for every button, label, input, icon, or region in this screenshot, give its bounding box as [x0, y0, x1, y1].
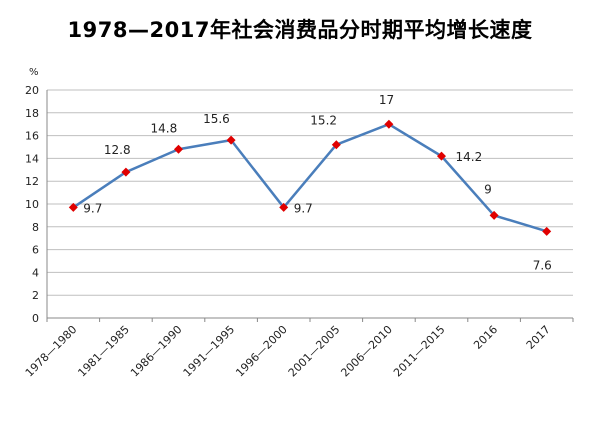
series-line-layer — [72, 122, 548, 233]
x-tick-labels: 1978—19801981—19851986—19901991—19951996… — [23, 323, 553, 380]
x-tick-label: 2017 — [524, 323, 553, 352]
y-tick-label-16: 16 — [25, 130, 39, 143]
y-tick-label-0: 0 — [32, 312, 39, 325]
x-tick-label: 1991—1995 — [181, 323, 238, 380]
data-point-marker — [489, 210, 499, 220]
x-tick-label: 1981—1985 — [75, 323, 132, 380]
data-label: 12.8 — [104, 143, 131, 157]
data-point-marker — [437, 151, 446, 161]
data-point-marker — [542, 226, 552, 236]
data-point-marker — [226, 135, 236, 145]
data-point-marker — [174, 144, 183, 154]
data-label: 9 — [484, 182, 492, 196]
data-labels: 9.7 12.8 14.8 15.6 9.7 15.2 17 14.2 9 7.6 — [83, 93, 551, 272]
data-markers — [68, 119, 552, 236]
axes — [46, 90, 574, 322]
data-label: 9.7 — [83, 201, 102, 215]
y-tick-label-2: 2 — [32, 289, 39, 302]
data-label: 15.2 — [310, 114, 337, 128]
data-label: 14.8 — [151, 121, 178, 135]
y-tick-labels: 0 2 4 6 8 10 12 14 16 18 20 — [25, 84, 39, 325]
x-tick-label: 1986—1990 — [128, 323, 185, 380]
y-tick-label-6: 6 — [32, 244, 39, 257]
y-unit-label: % — [29, 67, 39, 78]
x-tick-label: 2016 — [471, 323, 500, 352]
x-tick-label: 2011—2015 — [391, 323, 448, 380]
data-label: 9.7 — [294, 201, 313, 215]
data-label: 7.6 — [533, 258, 552, 272]
y-tick-label-8: 8 — [32, 221, 39, 234]
x-tick-label: 1996—2000 — [233, 323, 290, 380]
y-tick-label-20: 20 — [25, 84, 39, 97]
y-tick-label-4: 4 — [32, 266, 39, 279]
data-label: 17 — [379, 93, 394, 107]
data-point-marker — [121, 167, 131, 177]
data-label: 15.6 — [203, 112, 230, 126]
y-tick-label-10: 10 — [25, 198, 39, 211]
x-tick-label: 1978—1980 — [23, 323, 80, 380]
grid-lines — [47, 89, 573, 296]
data-label: 14.2 — [456, 150, 483, 164]
data-point-marker — [279, 202, 289, 212]
y-tick-label-12: 12 — [25, 175, 39, 188]
data-point-marker — [384, 119, 394, 129]
y-tick-label-18: 18 — [25, 107, 39, 120]
y-tick-label-14: 14 — [25, 152, 39, 165]
x-tick-label: 2006—2010 — [338, 323, 395, 380]
x-tick-label: 2001—2005 — [286, 323, 343, 380]
data-point-marker — [68, 202, 78, 212]
chart-title: 1978—2017年社会消费品分时期平均增长速度 — [67, 18, 533, 42]
data-point-marker — [331, 140, 341, 150]
series-line — [72, 122, 548, 233]
